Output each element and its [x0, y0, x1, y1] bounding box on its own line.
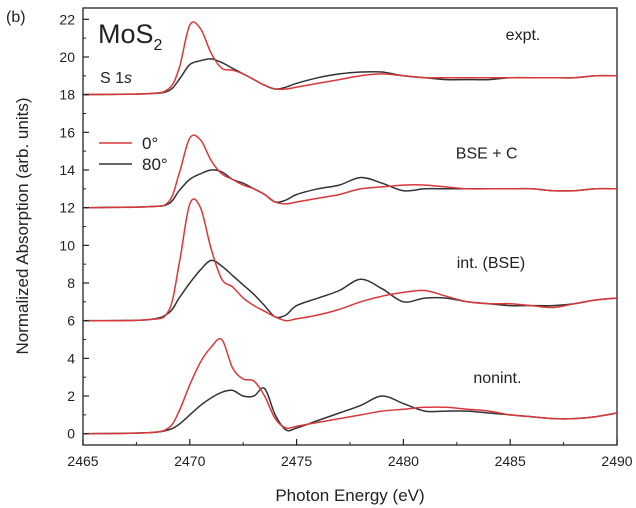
y-tick-label-4: 4 [67, 350, 75, 366]
chart-title-subscript: 2 [154, 37, 163, 54]
y-tick-label-8: 8 [67, 275, 75, 291]
legend-label-0deg: 0° [142, 134, 158, 153]
x-tick-label-2480: 2480 [388, 453, 419, 469]
spectrum-labels: expt. BSE + C int. (BSE) nonint. [456, 27, 541, 387]
curve-int-bse-80deg [82, 259, 618, 322]
y-tick-label-0: 0 [67, 426, 75, 442]
x-axis-title: Photon Energy (eV) [275, 486, 424, 505]
chart-subtitle-italic: s [124, 70, 132, 87]
curve-nonint-0deg [82, 337, 618, 435]
spectrum-label-nonint: nonint. [473, 370, 521, 387]
panel-label: (b) [6, 9, 26, 26]
chart-title: MoS2 [98, 19, 163, 54]
plot-frame-group [82, 7, 618, 446]
spectrum-label-expt: expt. [506, 27, 541, 44]
x-axis-ticks: 2465 2470 2475 2480 2485 2490 [67, 439, 633, 469]
y-axis-title: Normalized Absorption (arb. units) [13, 97, 32, 354]
y-tick-label-12: 12 [59, 200, 75, 216]
y-tick-label-22: 22 [59, 11, 75, 27]
x-tick-label-2465: 2465 [67, 453, 98, 469]
chart-title-main: MoS [98, 19, 154, 49]
x-tick-label-2485: 2485 [495, 453, 526, 469]
curve-expt-80deg [82, 58, 618, 96]
curve-int-bse-0deg [82, 198, 618, 322]
y-tick-label-16: 16 [59, 124, 75, 140]
curve-nonint-80deg [82, 387, 618, 435]
y-tick-label-2: 2 [67, 388, 75, 404]
y-tick-label-20: 20 [59, 49, 75, 65]
y-axis-ticks: 0 2 4 6 8 10 12 14 16 18 20 22 [59, 11, 89, 442]
chart-subtitle: S 1s [100, 70, 132, 87]
y-tick-label-14: 14 [59, 162, 75, 178]
y-tick-label-18: 18 [59, 87, 75, 103]
curve-expt-0deg [82, 21, 618, 96]
plot-frame [82, 7, 618, 446]
y-tick-label-6: 6 [67, 313, 75, 329]
chart-subtitle-main: S 1 [100, 70, 124, 87]
spectrum-label-int-bse: int. (BSE) [457, 255, 525, 272]
y-tick-label-10: 10 [59, 237, 75, 253]
x-tick-label-2490: 2490 [601, 453, 632, 469]
legend-label-80deg: 80° [142, 155, 168, 174]
legend: 0° 80° [99, 134, 168, 174]
spectrum-label-bse-c: BSE + C [456, 146, 518, 163]
series-curves [82, 21, 618, 435]
x-tick-label-2470: 2470 [174, 453, 205, 469]
curve-bse-c-0deg [82, 134, 618, 209]
x-tick-label-2475: 2475 [281, 453, 312, 469]
